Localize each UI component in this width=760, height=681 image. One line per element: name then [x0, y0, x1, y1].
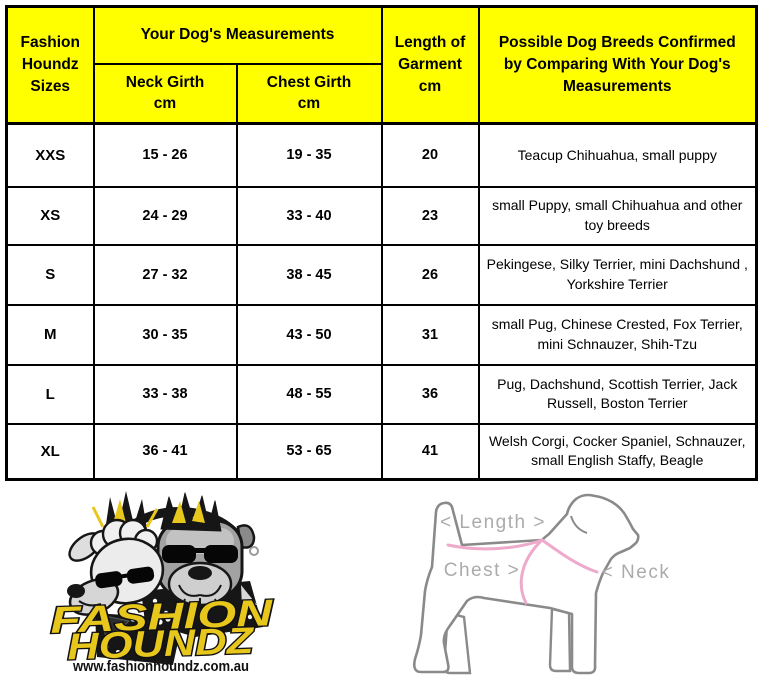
- garment-length: 23: [380, 185, 480, 246]
- header-measurements: Your Dog's Measurements: [92, 5, 383, 65]
- table-header: Fashion Houndz Sizes Your Dog's Measurem…: [5, 5, 758, 125]
- dog-body-outline: [412, 493, 640, 675]
- neck-range: 27 - 32: [92, 243, 238, 306]
- size-label: XS: [5, 185, 95, 246]
- neck-range: 24 - 29: [92, 185, 238, 246]
- chest-range: 48 - 55: [235, 363, 383, 425]
- chest-range: 38 - 45: [235, 243, 383, 306]
- neck-label: < Neck: [602, 562, 671, 583]
- breeds-list: Pug, Dachshund, Scottish Terrier, Jack R…: [477, 363, 758, 425]
- breeds-list: Welsh Corgi, Cocker Spaniel, Schnauzer, …: [477, 422, 758, 481]
- neck-range: 33 - 38: [92, 363, 238, 425]
- table-row-xs: XS 24 - 29 33 - 40 23 small Puppy, small…: [5, 185, 758, 246]
- neck-range: 36 - 41: [92, 422, 238, 481]
- size-chart-table: Fashion Houndz Sizes Your Dog's Measurem…: [5, 5, 758, 481]
- neck-range: 30 - 35: [92, 303, 238, 366]
- header-neck-girth: Neck Girth cm: [92, 62, 238, 125]
- chest-label: Chest >: [444, 560, 521, 581]
- header-length: Length of Garment cm: [380, 5, 480, 125]
- table-row-xxs: XXS 15 - 26 19 - 35 20 Teacup Chihuahua,…: [5, 122, 758, 188]
- chest-range: 19 - 35: [235, 122, 383, 188]
- table-row-l: L 33 - 38 48 - 55 36 Pug, Dachshund, Sco…: [5, 363, 758, 425]
- table-row-s: S 27 - 32 38 - 45 26 Pekingese, Silky Te…: [5, 243, 758, 306]
- fashion-houndz-logo: FASHION HOUNDZ www.fashionhoundz.com.au: [45, 487, 285, 679]
- chest-range: 53 - 65: [235, 422, 383, 481]
- brand-name-line1: FASHION: [50, 592, 275, 641]
- header-breeds: Possible Dog Breeds Confirmed by Compari…: [477, 5, 758, 125]
- table-row-xl: XL 36 - 41 53 - 65 41 Welsh Corgi, Cocke…: [5, 422, 758, 481]
- measuring-diagram: < Length > Chest > < Neck: [400, 487, 700, 681]
- pearl-necklace-icon: [121, 611, 179, 627]
- breeds-list: Teacup Chihuahua, small puppy: [477, 122, 758, 188]
- website-url: www.fashionhoundz.com.au: [72, 659, 249, 675]
- measurement-lines-icon: [446, 538, 599, 605]
- size-label: M: [5, 303, 95, 366]
- chest-range: 33 - 40: [235, 185, 383, 246]
- garment-length: 31: [380, 303, 480, 366]
- dog-outline-icon: < Length > Chest > < Neck: [412, 493, 671, 675]
- poodle-head-icon: [67, 491, 183, 665]
- garment-length: 26: [380, 243, 480, 306]
- garment-length: 20: [380, 122, 480, 188]
- header-sizes: Fashion Houndz Sizes: [5, 5, 95, 125]
- size-label: S: [5, 243, 95, 306]
- size-label: XXS: [5, 122, 95, 188]
- garment-length: 41: [380, 422, 480, 481]
- brand-name-line2: HOUNDZ: [67, 620, 256, 668]
- breeds-list: Pekingese, Silky Terrier, mini Dachshund…: [477, 243, 758, 306]
- size-label: XL: [5, 422, 95, 481]
- punk-dogs-logo-icon: FASHION HOUNDZ www.fashionhoundz.com.au: [48, 491, 276, 675]
- garment-length: 36: [380, 363, 480, 425]
- chest-range: 43 - 50: [235, 303, 383, 366]
- table-row-m: M 30 - 35 43 - 50 31 small Pug, Chinese …: [5, 303, 758, 366]
- length-label: < Length >: [440, 512, 546, 533]
- header-chest-girth: Chest Girth cm: [235, 62, 383, 125]
- breeds-list: small Pug, Chinese Crested, Fox Terrier,…: [477, 303, 758, 366]
- size-label: L: [5, 363, 95, 425]
- breeds-list: small Puppy, small Chihuahua and other t…: [477, 185, 758, 246]
- neck-range: 15 - 26: [92, 122, 238, 188]
